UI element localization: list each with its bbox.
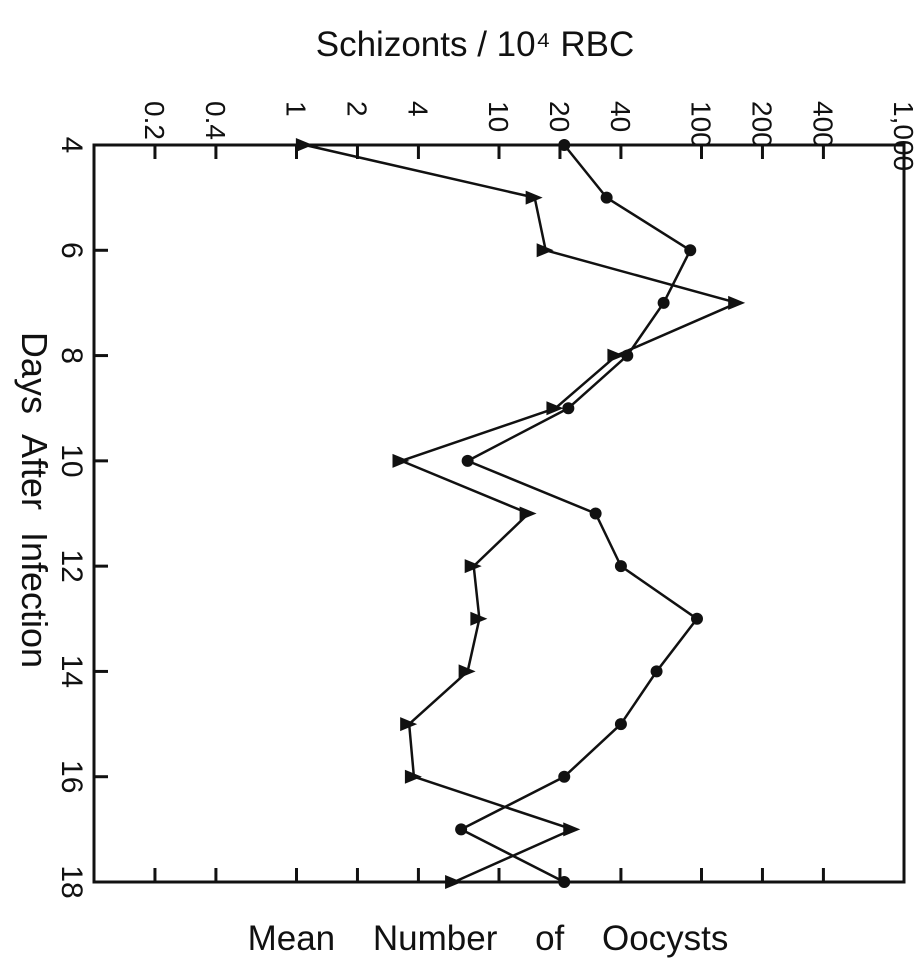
data-point-triangle <box>295 138 313 152</box>
data-point-triangle <box>458 664 476 679</box>
data-point-triangle <box>445 875 463 889</box>
x-tick-label: 0.4 <box>200 101 231 140</box>
data-point-triangle <box>404 769 422 784</box>
data-point-circle <box>621 349 634 362</box>
data-point-circle <box>455 823 468 836</box>
y-tick-label: 18 <box>55 865 88 898</box>
data-point-triangle <box>470 611 488 626</box>
x-tick-label: 4 <box>402 101 433 117</box>
data-point-circle <box>650 665 663 678</box>
data-point-triangle <box>546 401 564 416</box>
x-axis-ticks: 0.2 0.4 1 2 4 10 20 40 100 200 400 1,000 <box>139 101 919 882</box>
y-tick-label: 14 <box>55 655 88 688</box>
data-point-circle <box>690 612 703 625</box>
data-point-circle <box>614 560 627 573</box>
y-tick-label: 12 <box>55 549 88 582</box>
data-point-circle <box>657 296 670 309</box>
data-point-circle <box>614 718 627 731</box>
series-layer <box>295 138 746 889</box>
data-point-circle <box>558 139 571 151</box>
x-tick-label: 400 <box>807 101 838 148</box>
data-point-circle <box>461 454 474 467</box>
data-point-triangle <box>536 243 554 258</box>
top-axis-label: Schizonts / 10⁴ RBC <box>316 25 635 64</box>
x-tick-label: 100 <box>686 101 717 148</box>
data-point-triangle <box>464 559 482 574</box>
data-point-triangle <box>392 453 410 468</box>
data-point-triangle <box>525 190 543 205</box>
plot-frame <box>92 143 906 884</box>
data-point-triangle <box>400 717 418 732</box>
data-point-circle <box>558 876 571 888</box>
data-point-circle <box>562 402 575 415</box>
data-point-circle <box>684 244 697 257</box>
x-tick-label: 1 <box>281 101 312 117</box>
left-axis-label: Days After Infection <box>14 332 55 668</box>
x-tick-label: 20 <box>544 101 575 132</box>
x-tick-label: 0.2 <box>139 101 170 140</box>
x-tick-label: 10 <box>483 101 514 132</box>
y-tick-label: 16 <box>55 760 88 793</box>
y-tick-label: 10 <box>55 444 88 477</box>
data-point-triangle <box>519 506 537 521</box>
data-point-triangle <box>728 295 746 310</box>
y-tick-label: 4 <box>55 137 88 154</box>
x-tick-label: 200 <box>746 101 777 148</box>
data-point-triangle <box>607 348 625 363</box>
series-line-circle <box>459 144 699 884</box>
y-axis-ticks: 4 6 8 10 12 14 16 18 <box>55 137 108 899</box>
data-point-triangle <box>563 822 581 837</box>
x-tick-label: 1,000 <box>888 101 919 171</box>
data-point-circle <box>589 507 602 520</box>
y-tick-label: 8 <box>55 347 88 364</box>
x-tick-label: 40 <box>605 101 636 132</box>
x-tick-label: 2 <box>341 101 372 117</box>
bottom-axis-label: Mean Number of Oocysts <box>248 919 729 958</box>
data-point-circle <box>600 191 613 204</box>
y-tick-label: 6 <box>55 242 88 259</box>
data-point-circle <box>558 770 571 783</box>
